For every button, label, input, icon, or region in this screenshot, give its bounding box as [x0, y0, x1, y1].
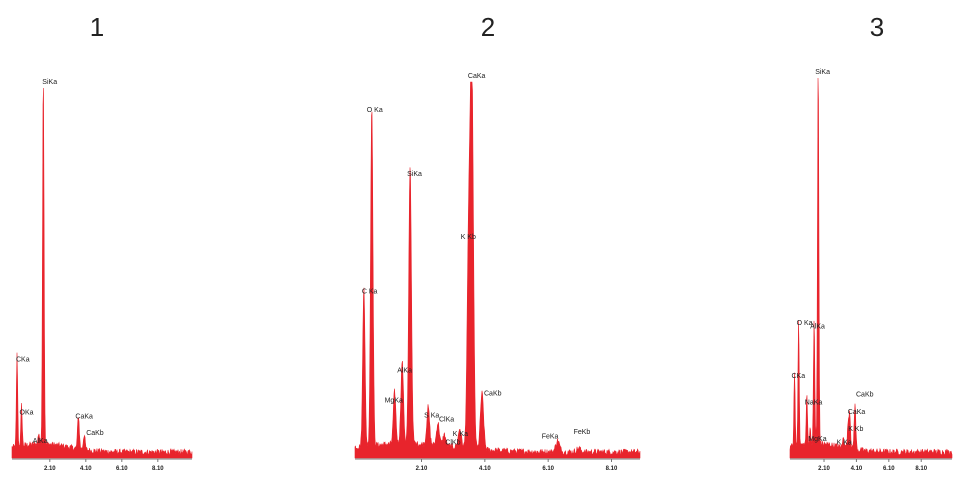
- peak-label: CaKb: [484, 391, 502, 398]
- peak-label: SiKa: [42, 79, 57, 86]
- x-tick-label: 4.10: [851, 466, 863, 472]
- peak-label: MgKa: [385, 397, 403, 404]
- peak-label: K Ka: [837, 440, 852, 447]
- x-tick-label: 2.10: [818, 466, 830, 472]
- spectrum-panel-3: 2.10 4.10 6.10 8.10 CKa O Ka NaKa MgKa AlKa SiKa K…: [789, 69, 953, 472]
- peak-label: NaKa: [805, 400, 823, 407]
- peak-label: AlKa: [810, 324, 825, 331]
- spectrum-trace: [11, 87, 193, 459]
- peak-label: SiKa: [407, 171, 422, 178]
- peak-label: CaKa: [848, 409, 866, 416]
- panel-2-title: 2: [480, 12, 496, 42]
- spectrum-trace: [354, 81, 641, 459]
- panel-3-title: 3: [869, 12, 885, 42]
- peak-label: K Ka: [453, 431, 468, 438]
- x-tick-label: 8.10: [152, 466, 164, 472]
- x-tick-label: 6.10: [542, 466, 554, 472]
- peak-label: ClKb: [445, 440, 460, 447]
- x-tick-label: 6.10: [116, 466, 128, 472]
- peak-label: CKa: [16, 357, 30, 364]
- peak-label: FeKb: [574, 429, 591, 436]
- peak-label: SiKa: [815, 69, 830, 76]
- peak-label: CKa: [792, 373, 806, 380]
- peak-label: AlKa: [33, 438, 48, 445]
- peak-label: CaKb: [86, 430, 104, 437]
- peak-label: O Ka: [797, 320, 813, 327]
- peak-label: OKa: [20, 409, 34, 416]
- panel-1-title: 1: [89, 12, 105, 42]
- x-tick-label: 6.10: [883, 466, 895, 472]
- peak-label: MgKa: [808, 436, 826, 443]
- x-tick-label: 4.10: [80, 466, 92, 472]
- x-tick-label: 2.10: [44, 466, 56, 472]
- peak-label: K Kb: [461, 234, 476, 241]
- peak-label: CaKa: [75, 414, 93, 421]
- peak-label: CaKb: [856, 391, 874, 398]
- peak-label: S Ka: [424, 412, 439, 419]
- spectrum-panel-1: 2.10 4.10 6.10 8.10 CKa OKa AlKa SiKa CaKa CaKb: [11, 79, 193, 472]
- x-tick-label: 8.10: [915, 466, 927, 472]
- spectrum-panel-2: 2.10 4.10 6.10 8.10 C Ka O Ka MgKa AlKa SiKa S Ka…: [354, 73, 641, 472]
- x-tick-label: 8.10: [606, 466, 618, 472]
- peak-label: ClKa: [439, 416, 454, 423]
- x-tick-label: 2.10: [416, 466, 428, 472]
- x-tick-label: 4.10: [479, 466, 491, 472]
- peak-label: AlKa: [397, 367, 412, 374]
- peak-label: O Ka: [367, 107, 383, 114]
- peak-label: CaKa: [468, 73, 486, 80]
- peak-label: K Kb: [848, 426, 863, 433]
- peak-label: C Ka: [362, 288, 378, 295]
- peak-label: FeKa: [542, 434, 559, 441]
- spectrum-trace: [789, 77, 953, 459]
